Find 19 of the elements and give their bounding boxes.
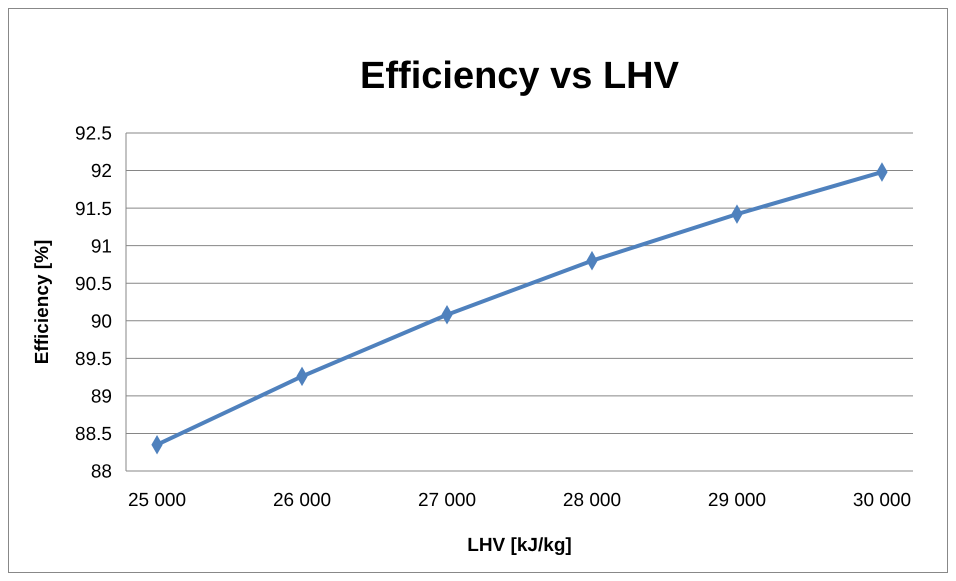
x-tick-label: 29 000 [708,490,766,511]
y-tick-label: 92 [90,161,112,182]
x-tick-label: 26 000 [272,490,332,511]
chart-title: Efficiency vs LHV [360,55,680,97]
y-tick-label: 91 [90,236,112,258]
x-tick-label: 25 000 [128,490,186,511]
y-tick-label: 88.5 [75,424,112,446]
y-tick-label: 89.5 [75,348,112,370]
y-tick-label: 89 [90,386,112,408]
y-tick-label: 91.5 [75,198,112,220]
y-tick-label: 88 [90,462,112,483]
x-axis-title: LHV [kJ/kg] [467,535,572,556]
x-tick-label: 30 000 [852,490,912,511]
x-tick-label: 27 000 [418,490,476,511]
x-tick-label: 28 000 [562,490,622,511]
y-axis-title: Efficiency [%] [32,240,53,364]
y-tick-label: 90.5 [75,274,112,295]
y-tick-label: 90 [90,311,112,332]
y-tick-label: 92.5 [75,124,112,145]
